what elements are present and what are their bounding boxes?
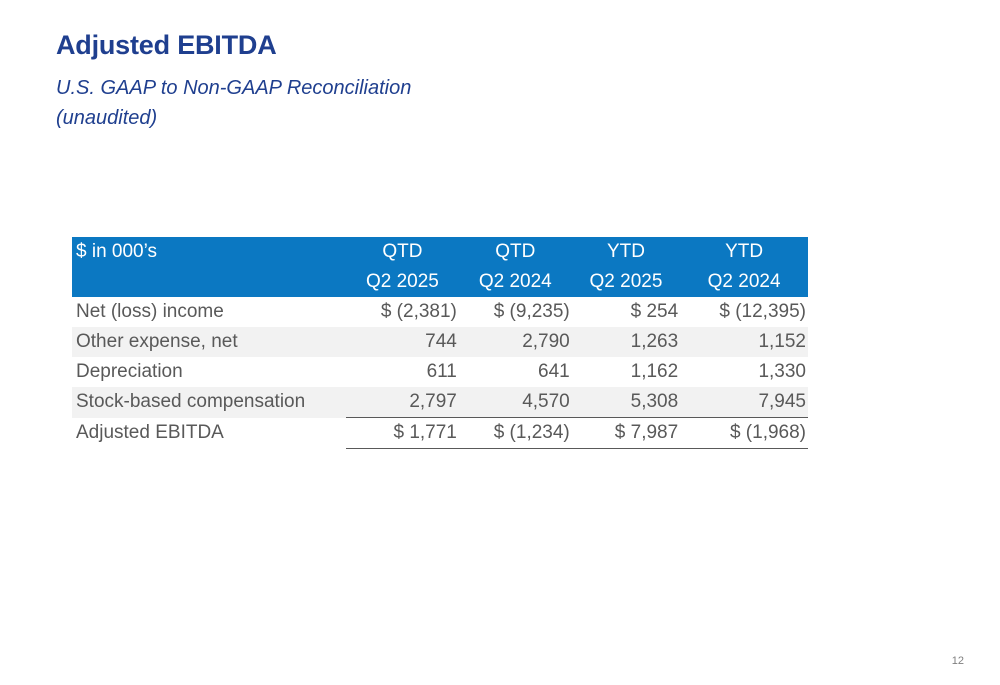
table-cell: 1,330 xyxy=(758,361,806,382)
table-cell: $ (9,235) xyxy=(493,301,570,322)
table-cell: 611 xyxy=(426,361,457,382)
column-header: QTD Q2 2024 xyxy=(459,237,572,297)
table-cell: 1,152 xyxy=(758,331,806,352)
table-cell: $ (12,395) xyxy=(719,301,806,322)
table-row: Net (loss) income $ (2,381) $ (9,235) $ … xyxy=(72,297,808,327)
row-label: Adjusted EBITDA xyxy=(76,422,224,443)
table-cell: 2,797 xyxy=(346,387,459,418)
column-header: YTD Q2 2024 xyxy=(680,237,808,297)
table-row: Stock-based compensation 2,797 4,570 5,3… xyxy=(72,387,808,418)
table-row: Other expense, net 744 2,790 1,263 1,152 xyxy=(72,327,808,357)
row-label: Stock-based compensation xyxy=(76,391,306,413)
table-cell: $ (1,234) xyxy=(458,417,572,449)
column-header-quarter: Q2 2025 xyxy=(365,271,439,292)
subtitle-line-2: (unaudited) xyxy=(56,107,158,129)
column-header-period: YTD xyxy=(606,241,645,262)
table-cell: $ (2,381) xyxy=(380,301,457,322)
column-header-period: QTD xyxy=(495,241,536,262)
table-header-row: $ in 000’s QTD Q2 2025 QTD Q2 2024 YTD Q… xyxy=(72,237,808,297)
page-subtitle: U.S. GAAP to Non-GAAP Reconciliation (un… xyxy=(56,73,411,133)
table-cell: 1,263 xyxy=(630,331,679,352)
row-label: Depreciation xyxy=(76,361,183,382)
table-cell: 5,308 xyxy=(571,387,681,418)
table-cell: 4,570 xyxy=(458,387,572,418)
table-cell: $ 254 xyxy=(630,301,679,322)
row-label: Other expense, net xyxy=(76,331,238,352)
table-cell: 641 xyxy=(538,361,570,382)
column-header-quarter: Q2 2024 xyxy=(707,271,781,292)
total-row: Adjusted EBITDA $ 1,771 $ (1,234) $ 7,98… xyxy=(72,417,808,449)
page-number: 12 xyxy=(951,655,964,667)
table-cell: 7,945 xyxy=(680,387,808,418)
page-title: Adjusted EBITDA xyxy=(56,30,277,60)
row-label: Net (loss) income xyxy=(76,301,224,322)
column-header-period: QTD xyxy=(382,241,423,262)
column-header: YTD Q2 2025 xyxy=(572,237,680,297)
column-header-period: YTD xyxy=(725,241,764,262)
column-header-quarter: Q2 2024 xyxy=(478,271,552,292)
table-cell: $ 7,987 xyxy=(571,417,681,449)
table-cell: 2,790 xyxy=(522,331,570,352)
unit-label: $ in 000’s xyxy=(76,241,157,262)
column-header-quarter: Q2 2025 xyxy=(589,271,663,292)
table-cell: $ 1,771 xyxy=(346,417,459,449)
table-cell: 1,162 xyxy=(630,361,679,382)
table-cell: 744 xyxy=(425,331,457,352)
column-header: QTD Q2 2025 xyxy=(346,237,459,297)
table-cell: $ (1,968) xyxy=(680,417,808,449)
table-row: Depreciation 611 641 1,162 1,330 xyxy=(72,357,808,387)
reconciliation-table: $ in 000’s QTD Q2 2025 QTD Q2 2024 YTD Q… xyxy=(72,237,808,449)
subtitle-line-1: U.S. GAAP to Non-GAAP Reconciliation xyxy=(56,77,412,99)
